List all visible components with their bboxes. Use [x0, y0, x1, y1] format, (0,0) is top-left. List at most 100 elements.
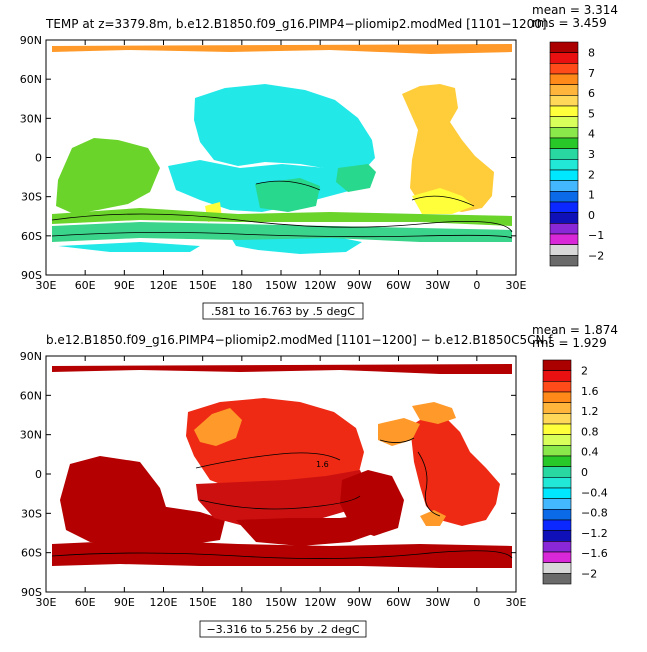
colorbar-swatch: [542, 359, 572, 371]
colorbar-label: 0: [588, 209, 595, 222]
panel-1-map: [51, 44, 513, 254]
colorbar-swatch: [549, 212, 579, 224]
x-tick-label: 60W: [386, 596, 411, 609]
x-tick-label: 30E: [506, 596, 527, 609]
x-tick-label: 150W: [265, 596, 297, 609]
y-tick-label: 90N: [20, 350, 42, 363]
panel-2-mean: mean = 1.874: [532, 323, 618, 337]
colorbar-swatch: [542, 455, 572, 467]
colorbar-label: 2: [581, 365, 588, 378]
colorbar-swatch: [542, 551, 572, 563]
panel-1-y-ticks: 90N 60N 30N 0 30S 60S 90S: [20, 34, 516, 282]
colorbar-label: −0.8: [581, 507, 608, 520]
x-tick-label: 90W: [347, 279, 372, 292]
colorbar-swatch: [542, 445, 572, 457]
y-tick-label: 60N: [20, 73, 42, 86]
colorbar-label: 7: [588, 67, 595, 80]
x-tick-label: 120W: [304, 596, 336, 609]
colorbar-swatch: [549, 73, 579, 85]
colorbar-swatch: [542, 391, 572, 403]
colorbar-label: 4: [588, 128, 595, 141]
x-tick-label: 30E: [36, 596, 57, 609]
panel-1-title: TEMP at z=3379.8m, b.e12.B1850.f09_g16.P…: [45, 17, 547, 31]
panel-1-rms: rms = 3.459: [532, 16, 607, 30]
field-region: [340, 470, 404, 536]
panel-2-y-ticks: 90N 60N 30N 0 30S 60S 90S: [20, 350, 516, 599]
colorbar-label: 3: [588, 148, 595, 161]
field-region: [402, 84, 494, 212]
colorbar-swatch: [549, 95, 579, 107]
y-tick-label: 90N: [20, 34, 42, 47]
colorbar-swatch: [542, 530, 572, 542]
colorbar-swatch: [542, 370, 572, 382]
colorbar-label: 0.4: [581, 446, 599, 459]
colorbar-label: −1: [588, 229, 604, 242]
colorbar-swatch: [542, 562, 572, 574]
field-region: [420, 510, 446, 526]
colorbar-swatch: [542, 423, 572, 435]
field-region: [52, 540, 512, 568]
field-region: [120, 506, 225, 546]
panel-2-info-box: [199, 620, 367, 638]
colorbar-swatch: [549, 180, 579, 192]
panel-2: b.e12.B1850.f09_g16.PIMP4−pliomip2.modMe…: [20, 323, 618, 638]
field-region: [412, 188, 474, 214]
x-tick-label: 120E: [150, 596, 178, 609]
colorbar-swatch: [549, 84, 579, 96]
y-tick-label: 30N: [20, 429, 42, 442]
panel-1-mean: mean = 3.314: [532, 3, 618, 17]
colorbar-swatch: [542, 573, 572, 585]
x-tick-label: 120W: [304, 279, 336, 292]
colorbar-swatch: [542, 434, 572, 446]
colorbar-swatch: [549, 255, 579, 267]
colorbar-label: 6: [588, 87, 595, 100]
colorbar-swatch: [542, 477, 572, 489]
colorbar-swatch: [549, 116, 579, 128]
colorbar-swatch: [549, 233, 579, 245]
colorbar-swatch: [542, 541, 572, 553]
y-tick-label: 0: [35, 152, 42, 165]
colorbar-label: −0.4: [581, 486, 608, 499]
colorbar-label: 1.6: [581, 385, 599, 398]
colorbar-swatch: [549, 169, 579, 181]
colorbar-swatch: [542, 487, 572, 499]
colorbar-label: 0.8: [581, 425, 599, 438]
panel-2-contour-info: −3.316 to 5.256 by .2 degC: [206, 623, 359, 636]
panel-1: TEMP at z=3379.8m, b.e12.B1850.f09_g16.P…: [20, 3, 618, 320]
x-tick-label: 60W: [386, 279, 411, 292]
field-region: [412, 402, 456, 424]
y-tick-label: 0: [35, 468, 42, 481]
panel-1-colorbar: 8 7 6 5 4 3 2 1 0 −1 −2: [549, 41, 604, 267]
x-tick-label: 30W: [425, 279, 450, 292]
colorbar-swatch: [549, 63, 579, 75]
y-tick-label: 60S: [21, 230, 42, 243]
colorbar-swatch: [542, 413, 572, 425]
y-tick-label: 30N: [20, 112, 42, 125]
colorbar-swatch: [549, 191, 579, 203]
panel-1-contour-info: .581 to 16.763 by .5 degC: [211, 305, 355, 318]
colorbar-swatch: [549, 52, 579, 64]
panel-2-colorbar: 2 1.6 1.2 0.8 0.4 0 −0.4 −0.8 −1.2 −1.6 −2: [542, 359, 608, 585]
y-tick-label: 30S: [21, 507, 42, 520]
field-region: [52, 44, 512, 54]
x-tick-label: 150E: [189, 279, 217, 292]
field-region: [378, 418, 420, 446]
colorbar-swatch: [542, 381, 572, 393]
colorbar-label: 8: [588, 47, 595, 60]
panel-2-title: b.e12.B1850.f09_g16.PIMP4−pliomip2.modMe…: [46, 333, 553, 347]
colorbar-label: 0: [581, 466, 588, 479]
field-region: [58, 242, 200, 252]
field-region: [336, 164, 376, 192]
colorbar-label: −2: [581, 567, 597, 580]
colorbar-swatch: [542, 509, 572, 521]
colorbar-swatch: [549, 159, 579, 171]
x-tick-label: 60E: [75, 596, 96, 609]
field-region: [196, 470, 368, 526]
field-region: [52, 222, 512, 242]
colorbar-swatch: [542, 519, 572, 531]
x-tick-label: 30E: [36, 279, 57, 292]
colorbar-label: 1.2: [581, 405, 599, 418]
panel-1-info-box: [202, 302, 364, 320]
x-tick-label: 0: [473, 596, 480, 609]
